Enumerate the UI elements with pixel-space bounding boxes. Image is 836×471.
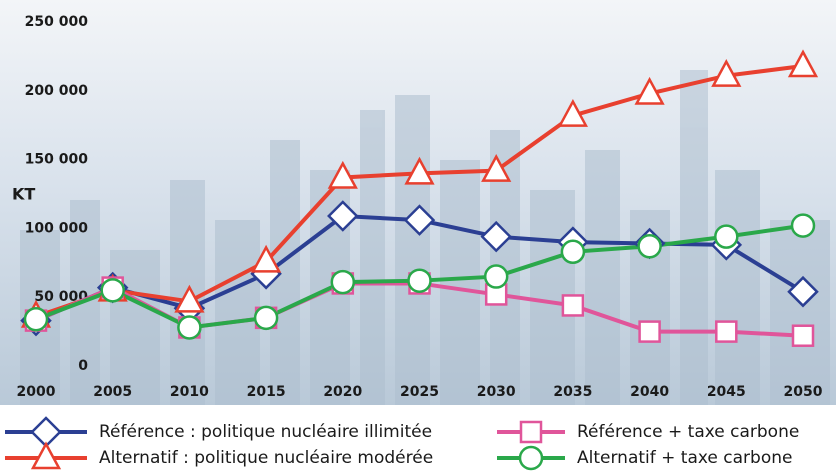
data-point [563, 295, 583, 315]
y-tick-label: 0 [78, 358, 88, 374]
x-tick-label: 2040 [630, 384, 669, 400]
legend-label: Référence : politique nucléaire illimité… [99, 422, 432, 442]
data-point [332, 271, 354, 293]
x-tick-label: 2035 [553, 384, 592, 400]
data-point [178, 316, 200, 338]
data-point [793, 326, 813, 346]
legend-label: Alternatif + taxe carbone [577, 448, 792, 468]
x-tick-label: 2030 [477, 384, 516, 400]
data-point [485, 266, 507, 288]
x-tick-label: 2005 [93, 384, 132, 400]
data-point [716, 322, 736, 342]
x-tick-label: 2010 [170, 384, 209, 400]
legend-label: Référence + taxe carbone [577, 422, 799, 442]
y-tick-label: 200 000 [25, 83, 89, 99]
x-tick-label: 2045 [707, 384, 746, 400]
data-point [639, 235, 661, 257]
data-point [25, 308, 47, 330]
x-tick-label: 2050 [784, 384, 823, 400]
data-point [715, 226, 737, 248]
data-point [562, 241, 584, 263]
x-tick-label: 2000 [17, 384, 56, 400]
chart: KT 050 000100 000150 000200 000250 00020… [0, 0, 836, 471]
x-tick-label: 2020 [323, 384, 362, 400]
x-tick-label: 2025 [400, 384, 439, 400]
legend-marker [521, 422, 541, 442]
y-tick-label: 250 000 [25, 14, 89, 30]
legend-label: Alternatif : politique nucléaire modérée [99, 448, 433, 468]
y-axis-label: KT [12, 185, 35, 204]
y-tick-label: 100 000 [25, 220, 89, 236]
data-point [102, 279, 124, 301]
legend-marker [520, 447, 542, 469]
data-point [640, 322, 660, 342]
data-point [255, 307, 277, 329]
data-point [409, 270, 431, 292]
y-tick-label: 150 000 [25, 152, 89, 168]
data-point [792, 215, 814, 237]
x-tick-label: 2015 [247, 384, 286, 400]
